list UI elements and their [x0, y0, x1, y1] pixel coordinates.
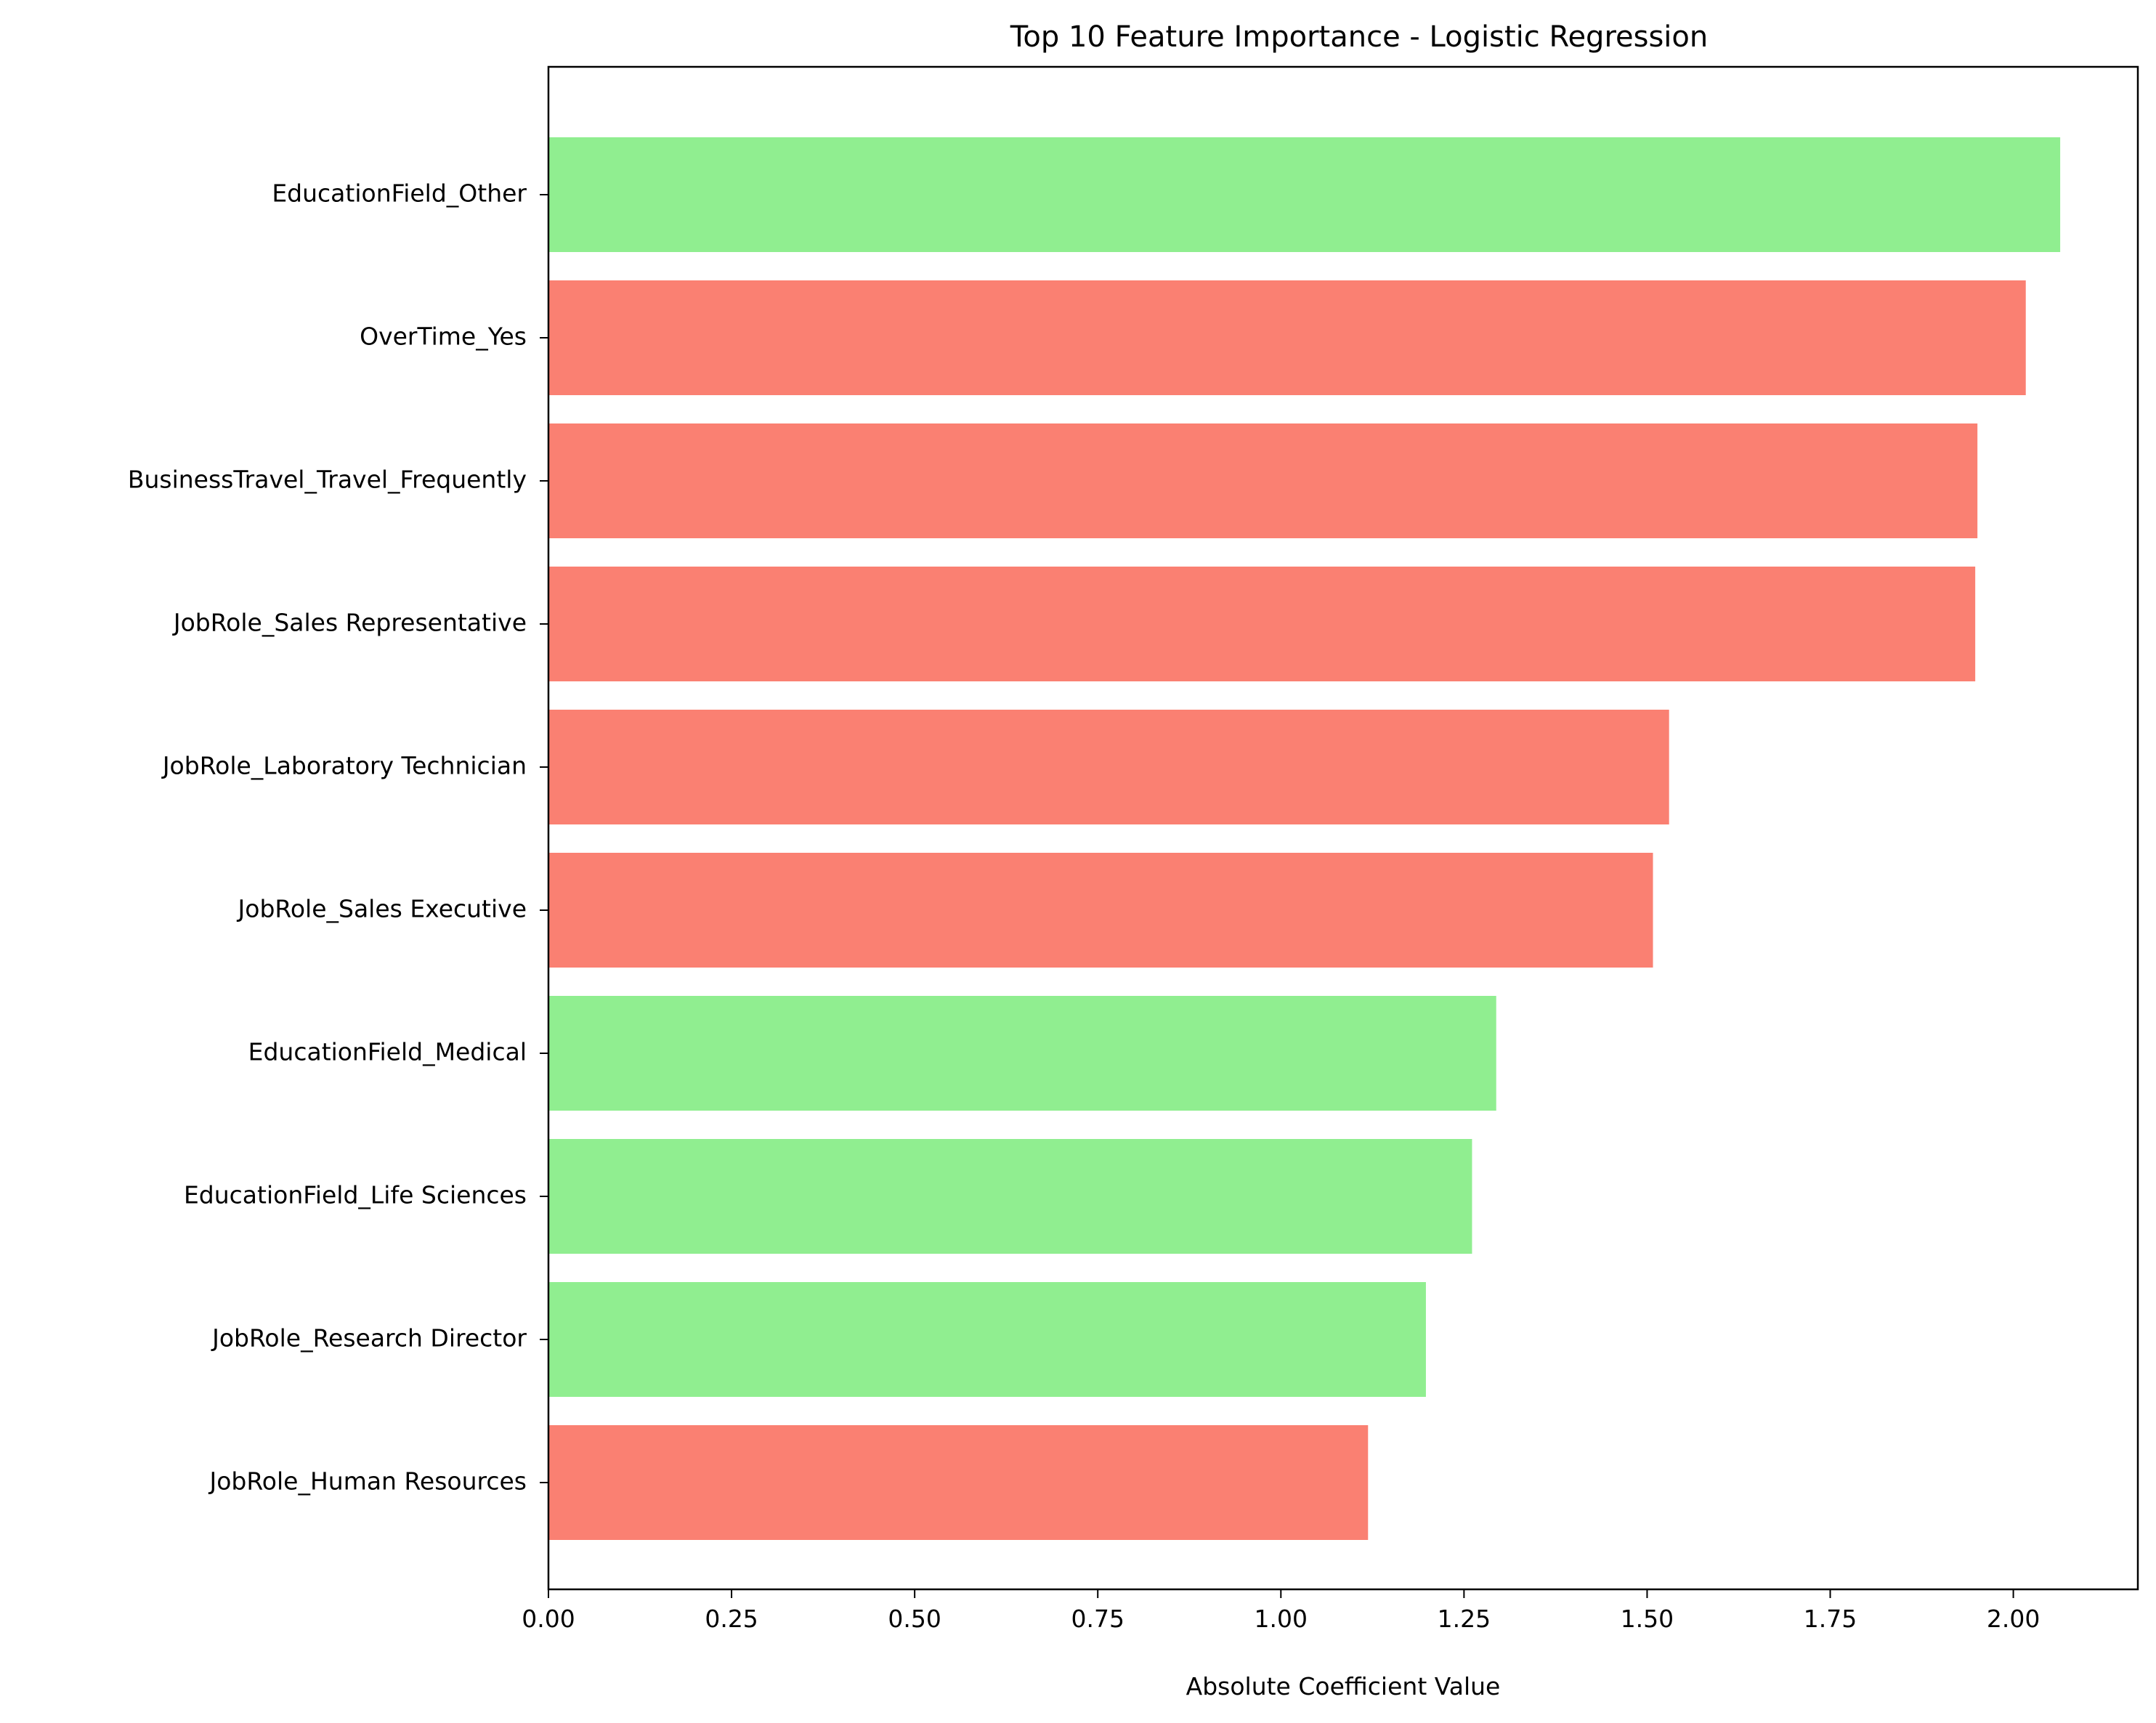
x-tick-label: 1.25: [1438, 1605, 1491, 1633]
bar-jobrole-research-director: [548, 1282, 1426, 1397]
chart-title: Top 10 Feature Importance - Logistic Reg…: [1010, 20, 1708, 54]
y-tick-label: BusinessTravel_Travel_Frequently: [128, 466, 527, 494]
x-tick-label: 0.00: [522, 1605, 575, 1633]
y-tick-label: JobRole_Laboratory Technician: [161, 752, 527, 780]
x-axis-title: Absolute Coefficient Value: [1186, 1672, 1501, 1700]
y-tick-label: JobRole_Research Director: [211, 1324, 527, 1353]
y-tick-labels: EducationField_Other OverTime_Yes Business…: [128, 179, 548, 1496]
x-tick-label: 1.75: [1804, 1605, 1857, 1633]
y-tick-label: EducationField_Other: [272, 179, 527, 208]
bar-businesstravel-travel-frequently: [548, 423, 1978, 538]
bar-educationfield-medical: [548, 996, 1496, 1111]
bar-jobrole-laboratory-technician: [548, 710, 1669, 824]
x-tick-label: 0.75: [1071, 1605, 1124, 1633]
bar-overtime-yes: [548, 280, 2026, 395]
y-tick-label: EducationField_Life Sciences: [184, 1181, 527, 1209]
x-tick-label: 1.50: [1621, 1605, 1674, 1633]
x-tick-label: 0.25: [705, 1605, 758, 1633]
x-axis-ticks: 0.00 0.25 0.50 0.75 1.00 1.25 1.50 1.75 2.00: [522, 1589, 2040, 1633]
bar-jobrole-sales-executive: [548, 853, 1653, 968]
y-tick-label: OverTime_Yes: [360, 323, 527, 351]
y-tick-label: JobRole_Sales Representative: [172, 609, 527, 637]
bar-educationfield-other: [548, 137, 2061, 252]
y-tick-label: JobRole_Human Resources: [208, 1467, 527, 1496]
plot-frame: [547, 65, 2139, 1591]
x-tick-label: 0.50: [888, 1605, 941, 1633]
bar-educationfield-life-sciences: [548, 1139, 1472, 1254]
x-tick-label: 2.00: [1987, 1605, 2040, 1633]
bar-jobrole-human-resources: [548, 1425, 1369, 1540]
y-tick-label: JobRole_Sales Executive: [237, 895, 527, 923]
y-tick-label: EducationField_Medical: [248, 1038, 527, 1066]
x-tick-label: 1.00: [1255, 1605, 1308, 1633]
bar-jobrole-sales-representative: [548, 567, 1976, 681]
bars: [548, 137, 2061, 1540]
